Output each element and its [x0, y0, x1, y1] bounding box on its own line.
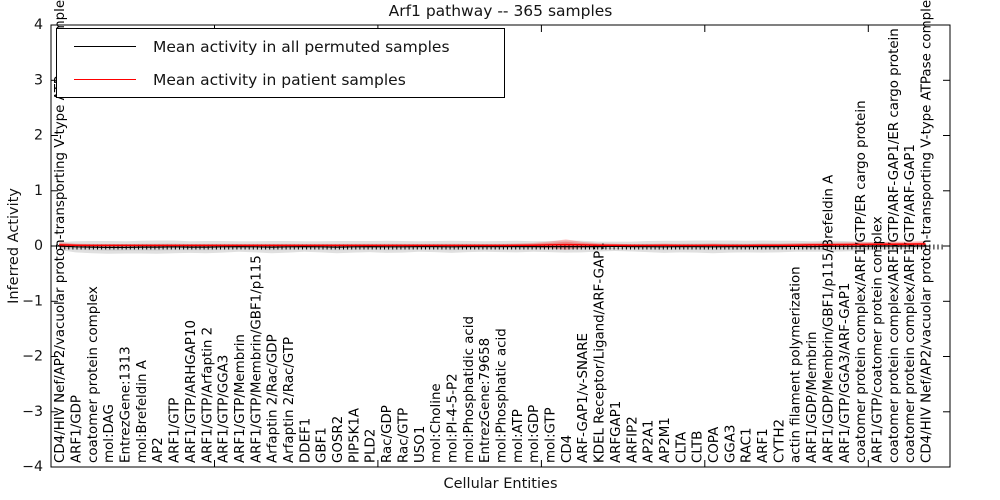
x-tick-label: mol:ATP: [511, 409, 526, 463]
x-tick-label: coatomer protein complex: [86, 286, 101, 463]
x-tick-label: ARFIP2: [625, 416, 640, 463]
x-tick-label: mol:PI-4-5-P2: [446, 373, 461, 463]
x-tick-label: PIP5K1A: [347, 407, 362, 463]
x-tick-label: coatomer protein complex/ARF1/GTP/ARF-GA…: [903, 144, 918, 463]
legend-line-permuted-icon: [74, 46, 136, 47]
y-tick-label: 3: [34, 72, 43, 88]
legend-label-permuted: Mean activity in all permuted samples: [153, 37, 450, 56]
x-tick-label: mol:Phosphatidic acid: [462, 316, 477, 463]
x-tick-label: ARF1/GTP/Arfaptin 2: [200, 327, 215, 463]
x-tick-label: mol:Brefeldin A: [135, 359, 150, 463]
x-tick-label: actin filament polymerization: [789, 266, 804, 463]
legend: Mean activity in all permuted samples Me…: [56, 28, 505, 98]
line-permuted: [59, 245, 926, 248]
x-tick-label: Arfaptin 2/Rac/GTP: [282, 337, 297, 463]
x-tick-label: CLTA: [674, 431, 689, 463]
x-tick-label: CD4/HIV Nef/AP2/vacuolar proton-transpor…: [53, 0, 68, 463]
y-tick-label: 0: [34, 238, 43, 254]
legend-label-patient: Mean activity in patient samples: [153, 70, 406, 89]
x-tick-label: ARF1/GTP/coatomer protein complex: [870, 216, 885, 463]
y-tick-label: 4: [34, 17, 43, 33]
x-tick-label: KDEL Receptor/Ligand/ARF-GAP1: [593, 242, 608, 463]
x-tick-label: AP2: [151, 437, 166, 463]
legend-line-patient-icon: [74, 79, 136, 80]
x-tick-label: Arfaptin 2/Rac/GDP: [266, 334, 281, 463]
x-tick-label: PLD2: [364, 429, 379, 463]
x-tick-label: AP2M1: [658, 417, 673, 463]
y-tick-label: 2: [34, 128, 43, 144]
y-axis-label: Inferred Activity: [6, 188, 22, 304]
x-tick-label: USO1: [413, 426, 428, 463]
x-tick-label: GGA3: [723, 425, 738, 463]
y-tick-label: −4: [22, 459, 43, 475]
x-tick-label: CLTB: [691, 431, 706, 463]
legend-item-permuted: Mean activity in all permuted samples: [57, 30, 504, 63]
x-tick-label: CD4: [560, 435, 575, 463]
x-tick-label: DDEF1: [298, 418, 313, 463]
legend-item-patient: Mean activity in patient samples: [57, 63, 504, 96]
x-tick-label: ARF1/GDP: [70, 395, 85, 463]
x-tick-label: GBF1: [315, 427, 330, 463]
x-tick-label: ARF1/GTP/ARHGAP10: [184, 320, 199, 463]
line-patient: [59, 243, 926, 247]
x-tick-label: CYTH2: [772, 419, 787, 463]
x-tick-label: mol:DAG: [102, 404, 117, 463]
x-tick-label: CD4/HIV Nef/AP2/vacuolar proton-transpor…: [920, 0, 935, 463]
x-tick-label: ARF1/GDP/Membrin: [805, 331, 820, 463]
x-tick-label: EntrezGene:79658: [478, 338, 493, 463]
x-tick-label: ARFGAP1: [609, 401, 624, 463]
x-tick-label: mol:Phosphatic acid: [495, 328, 510, 463]
x-tick-label: ARF1/GTP/GGA3: [217, 355, 232, 463]
x-tick-label: mol:GTP: [544, 407, 559, 463]
x-tick-label: mol:Choline: [429, 383, 444, 463]
x-tick-label: ARF1/GTP/Membrin: [233, 334, 248, 463]
y-tick-label: −3: [22, 404, 43, 420]
y-tick-label: −1: [22, 293, 43, 309]
x-tick-label: Rac/GTP: [396, 408, 411, 463]
y-tick-label: −2: [22, 349, 43, 365]
x-tick-label: COPA: [707, 426, 722, 463]
x-tick-label: AP2A1: [642, 420, 657, 463]
x-tick-label: RAC1: [740, 427, 755, 463]
x-tick-label: ARF-GAP1/v-SNARE: [576, 333, 591, 463]
x-tick-label: coatomer protein complex/ARF1/GTP/ER car…: [854, 100, 869, 463]
x-tick-label: mol:GDP: [527, 405, 542, 463]
x-tick-label: GOSR2: [331, 416, 346, 463]
x-tick-label: Rac/GDP: [380, 405, 395, 463]
x-tick-label: EntrezGene:1313: [119, 346, 134, 463]
x-tick-label: ARF1/GTP/Membrin/GBF1/p115: [249, 255, 264, 463]
x-tick-label: ARF1: [756, 428, 771, 463]
x-tick-label: ARF1/GDP/Membrin/GBF1/p115/Brefeldin A: [821, 174, 836, 463]
x-tick-label: ARF1/GTP/GGA3/ARF-GAP1: [838, 283, 853, 463]
x-axis-label: Cellular Entities: [443, 476, 558, 492]
x-tick-label: ARF1/GTP: [168, 398, 183, 463]
y-tick-label: 1: [34, 183, 43, 199]
